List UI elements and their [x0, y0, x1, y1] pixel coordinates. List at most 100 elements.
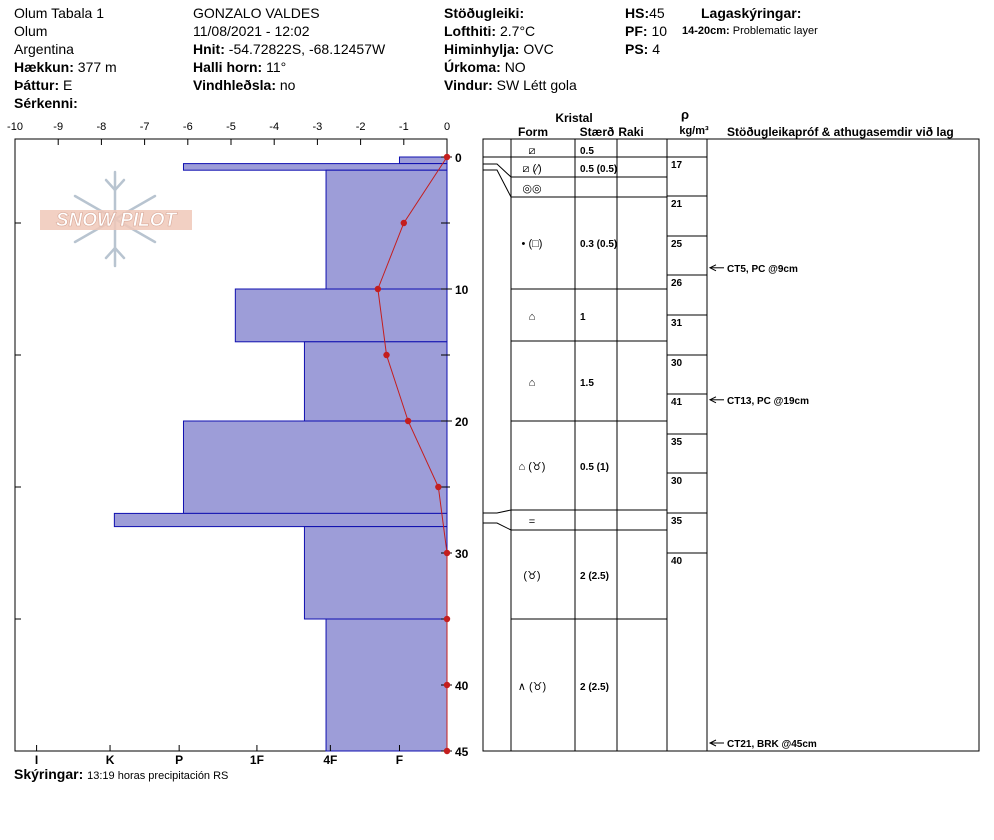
density-value-7: 35 — [671, 437, 683, 448]
header-site-info: Olum Tabala 1 Olum Argentina Hækkun: 377… — [14, 4, 117, 112]
header-size: Stærð — [580, 125, 615, 139]
temp-point-8 — [443, 681, 451, 689]
row-form-4: ⌂ — [529, 311, 536, 323]
density-value-3: 26 — [671, 278, 683, 289]
temp-series-line — [377, 156, 448, 751]
wind-label: Vindur: — [444, 77, 493, 93]
temp-tick-label-0: -10 — [7, 121, 23, 133]
density-value-1: 21 — [671, 199, 683, 210]
elevation-label: Hækkun: — [14, 59, 74, 75]
pf-value: 10 — [651, 23, 668, 39]
row-size-1: 0.5 (0.5) — [580, 164, 617, 175]
hardness-tick-label-1: K — [106, 753, 115, 767]
hardness-bar-3 — [234, 288, 448, 343]
temp-tick-label-5: -5 — [226, 121, 236, 133]
slope-value: 11° — [266, 59, 287, 75]
row-size-5: 1.5 — [580, 378, 594, 389]
row-size-9: 2 (2.5) — [580, 682, 609, 693]
row-size-3: 0.3 (0.5) — [580, 239, 617, 250]
sky-label: Himinhylja: — [444, 41, 520, 57]
footer-notes-label: Skýringar: — [14, 766, 84, 782]
temp-point-4 — [404, 417, 412, 425]
header-rho-unit: kg/m³ — [679, 125, 709, 137]
hardness-bars — [113, 156, 448, 752]
coords-label: Hnit: — [193, 41, 225, 57]
ps-value: 4 — [652, 41, 661, 57]
pf-row: PF: 10 — [625, 22, 667, 40]
row-connector-1 — [483, 163, 512, 178]
wind-load-label: Vindhleðsla: — [193, 77, 276, 93]
temp-point-5 — [435, 483, 442, 491]
header-weather-info: Stöðugleiki: Lofthiti: 2.7°C Himinhylja:… — [444, 4, 577, 94]
table-rows: ⧄ 0.5 ⧄ (⁄) 0.5 (0.5) ◎◎ • (□) 0.3 (0.5) ⌂ 1 ⌂ 1.5… — [518, 145, 617, 693]
observer-name: GONZALO VALDES — [193, 5, 320, 21]
temp-point-6 — [443, 549, 451, 557]
density-value-10: 40 — [671, 556, 683, 567]
ps-label: PS: — [625, 41, 649, 57]
temp-tick-label-3: -7 — [140, 121, 150, 133]
hardness-bar-5 — [182, 420, 448, 514]
slope-label: Halli horn: — [193, 59, 263, 75]
footer-notes: Skýringar: 13:19 horas precipitación RS — [14, 765, 228, 785]
temp-tick-label-2: -8 — [97, 121, 107, 133]
precip-value: NO — [504, 59, 526, 75]
row-size-4: 1 — [580, 312, 586, 323]
location-name: Olum — [14, 23, 48, 39]
depth-tick-label-2: 20 — [455, 415, 469, 429]
sky-row: Himinhylja: OVC — [444, 40, 577, 58]
row-form-1: ⧄ (⁄) — [522, 163, 541, 175]
depth-axis: 0 10 20 30 40 45 — [15, 151, 469, 759]
density-value-5: 30 — [671, 358, 683, 369]
country-name: Argentina — [14, 41, 74, 57]
hs-row: HS:45 — [625, 4, 667, 22]
airtemp-label: Lofthiti: — [444, 23, 497, 39]
row-connector-4 — [483, 522, 512, 531]
hardness-tick-label-4: 4F — [323, 753, 337, 767]
wind-row: Vindur: SW Létt gola — [444, 76, 577, 94]
header-depth-info: HS:45 PF: 10 PS: 4 — [625, 4, 667, 58]
temp-tick-label-4: -6 — [183, 121, 193, 133]
temp-point-7 — [443, 615, 451, 623]
precip-label: Úrkoma: — [444, 59, 501, 75]
temp-tick-label-1: -9 — [53, 121, 63, 133]
special-label: Sérkenni: — [14, 95, 78, 111]
depth-tick-label-3: 30 — [455, 547, 469, 561]
header-moisture: Raki — [618, 125, 643, 139]
depth-tick-label-4: 40 — [455, 679, 469, 693]
layer-note: 14-20cm: Problematic layer — [682, 22, 818, 40]
precip-row: Úrkoma: NO — [444, 58, 577, 76]
header-kristal: Kristal — [555, 111, 592, 125]
depth-tick-label-1: 10 — [455, 283, 469, 297]
density-column: 17 21 25 26 31 30 41 35 30 35 40 — [667, 156, 707, 567]
wind-load-row: Vindhleðsla: no — [193, 76, 385, 94]
hardness-tick-label-2: P — [175, 753, 183, 767]
temp-tick-label-10: 0 — [444, 121, 450, 133]
temp-tick-label-6: -4 — [269, 121, 279, 133]
layer-table: Kristal Form Stærð Raki ρ kg/m³ Stöðugle… — [482, 107, 980, 752]
row-form-7: = — [529, 516, 535, 528]
row-connector-2 — [483, 169, 512, 198]
hardness-bar-2 — [325, 169, 448, 290]
header-observer-info: GONZALO VALDES 11/08/2021 - 12:02 Hnit: … — [193, 4, 385, 94]
elevation-value: 377 m — [77, 59, 117, 75]
density-value-8: 30 — [671, 476, 683, 487]
depth-tick-label-5: 45 — [455, 745, 469, 759]
table-row-lines — [483, 156, 667, 620]
density-value-4: 31 — [671, 318, 683, 329]
aspect-value: E — [63, 77, 73, 93]
hs-value: 45 — [649, 5, 665, 21]
row-form-6: ⌂ (♉) — [519, 461, 546, 473]
coords-row: Hnit: -54.72822S, -68.12457W — [193, 40, 385, 58]
layer-note-range: 14-20cm: — [682, 25, 730, 37]
hardness-bar-0 — [398, 156, 448, 165]
row-size-8: 2 (2.5) — [580, 571, 609, 582]
temp-tick-label-9: -1 — [399, 121, 409, 133]
table-frame — [482, 138, 980, 752]
hardness-bar-8 — [325, 618, 448, 752]
profile-name: Olum Tabala 1 — [14, 5, 105, 21]
hardness-tick-label-3: 1F — [250, 753, 264, 767]
temp-point-1 — [400, 219, 407, 227]
stability-label: Stöðugleiki: — [444, 5, 525, 21]
elevation-row: Hækkun: 377 m — [14, 58, 117, 76]
coords-value: -54.72822S, -68.12457W — [228, 41, 386, 57]
